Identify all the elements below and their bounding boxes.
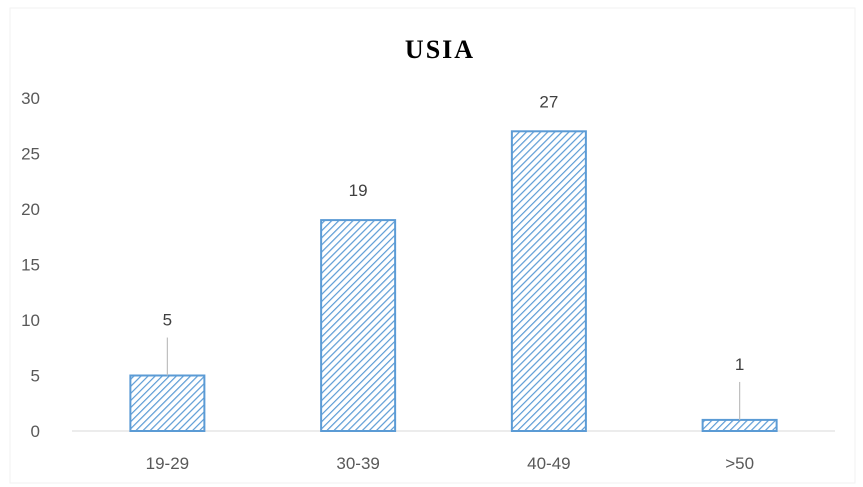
chart-border	[9, 7, 856, 484]
y-tick-label: 10	[21, 311, 40, 330]
y-tick-label: 15	[21, 256, 40, 275]
x-tick-label: >50	[725, 454, 754, 473]
data-label: 19	[349, 181, 368, 200]
data-label: 27	[539, 92, 558, 111]
bar-19-29	[129, 374, 206, 432]
y-axis-ticks: 0 5 10 15 20 25 30	[21, 89, 40, 441]
chart-title: USIA	[405, 35, 475, 64]
bar-30-39	[320, 219, 397, 432]
x-tick-label: 30-39	[336, 454, 379, 473]
x-tick-label: 19-29	[146, 454, 189, 473]
data-label: 1	[735, 355, 744, 374]
x-tick-label: 40-49	[527, 454, 570, 473]
y-tick-label: 20	[21, 200, 40, 219]
y-tick-label: 25	[21, 145, 40, 164]
y-tick-label: 0	[31, 422, 40, 441]
data-label: 5	[163, 311, 172, 330]
x-axis-ticks: 19-29 30-39 40-49 >50	[146, 454, 754, 473]
bar-40-49	[510, 130, 587, 433]
bar->50	[701, 418, 778, 432]
y-tick-label: 5	[31, 367, 40, 386]
bars-group: 5 19 27 1	[129, 92, 778, 433]
y-tick-label: 30	[21, 89, 40, 108]
